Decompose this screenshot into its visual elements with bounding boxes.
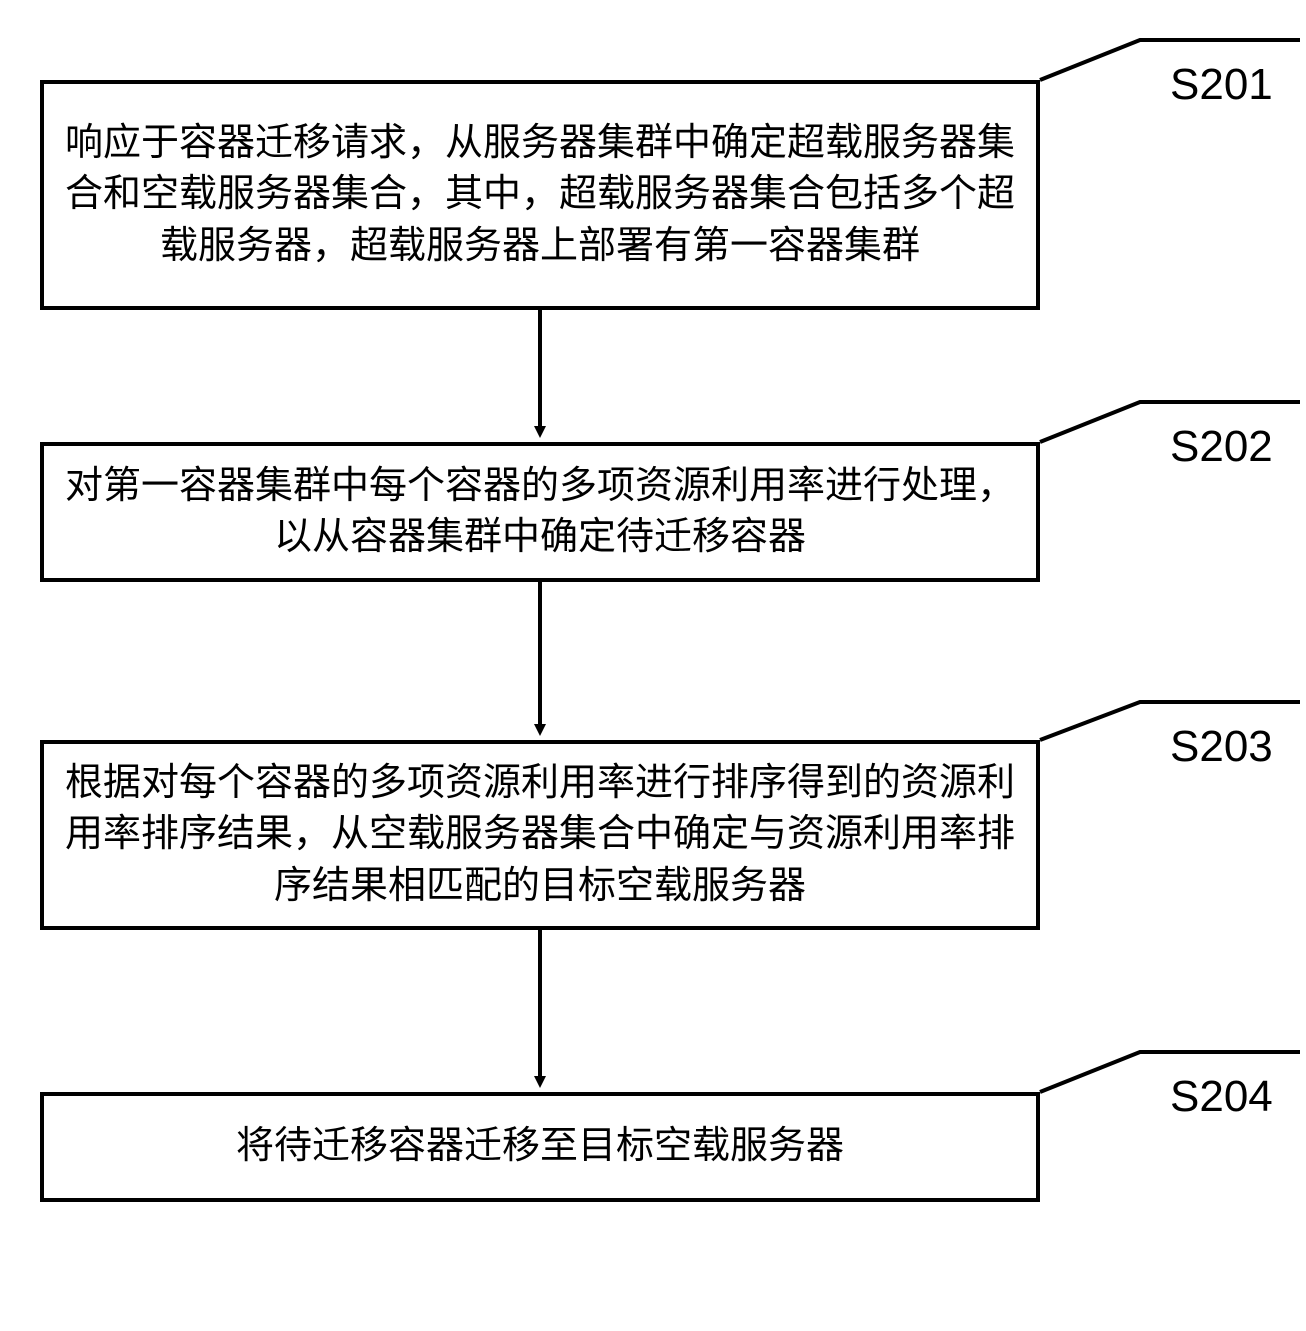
step-text-s201: 响应于容器迁移请求，从服务器集群中确定超载服务器集合和空载服务器集合，其中，超载… bbox=[64, 118, 1016, 272]
step-text-s202: 对第一容器集群中每个容器的多项资源利用率进行处理，以从容器集群中确定待迁移容器 bbox=[64, 461, 1016, 564]
step-text-s203: 根据对每个容器的多项资源利用率进行排序得到的资源利用率排序结果，从空载服务器集合… bbox=[64, 758, 1016, 912]
leaders-group bbox=[1040, 40, 1300, 1092]
step-label-s201: S201 bbox=[1170, 60, 1273, 110]
step-box-s202: 对第一容器集群中每个容器的多项资源利用率进行处理，以从容器集群中确定待迁移容器 bbox=[40, 442, 1040, 582]
step-text-s204: 将待迁移容器迁移至目标空载服务器 bbox=[236, 1121, 844, 1172]
step-label-s202: S202 bbox=[1170, 422, 1273, 472]
step-label-s204: S204 bbox=[1170, 1072, 1273, 1122]
step-label-s203: S203 bbox=[1170, 722, 1273, 772]
flowchart-canvas: 响应于容器迁移请求，从服务器集群中确定超载服务器集合和空载服务器集合，其中，超载… bbox=[0, 0, 1306, 1331]
step-box-s203: 根据对每个容器的多项资源利用率进行排序得到的资源利用率排序结果，从空载服务器集合… bbox=[40, 740, 1040, 930]
step-box-s201: 响应于容器迁移请求，从服务器集群中确定超载服务器集合和空载服务器集合，其中，超载… bbox=[40, 80, 1040, 310]
step-box-s204: 将待迁移容器迁移至目标空载服务器 bbox=[40, 1092, 1040, 1202]
